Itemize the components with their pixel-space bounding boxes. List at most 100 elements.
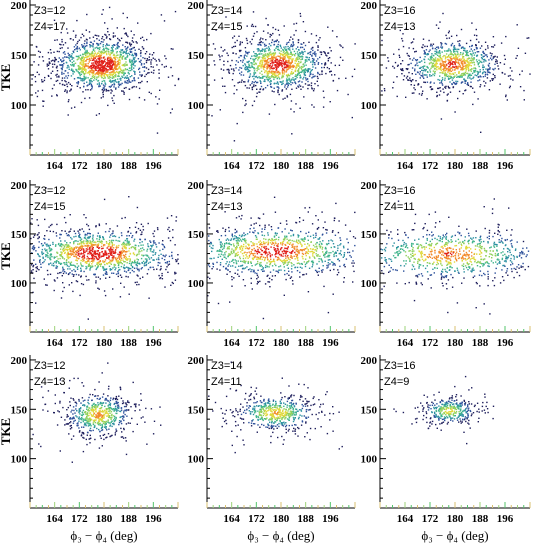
data-point: [78, 235, 80, 237]
data-point: [128, 293, 130, 295]
data-point: [435, 61, 437, 64]
data-point: [115, 260, 118, 262]
data-point: [315, 253, 317, 255]
data-point: [298, 68, 300, 70]
data-point: [282, 60, 284, 62]
data-point: [75, 34, 77, 36]
data-point: [276, 86, 278, 88]
data-point: [86, 42, 88, 45]
data-point: [76, 85, 79, 87]
data-point: [262, 67, 264, 69]
data-point: [61, 47, 63, 49]
data-point: [124, 76, 127, 78]
data-point: [239, 41, 242, 43]
data-point: [69, 249, 72, 252]
data-point: [101, 69, 103, 71]
data-point: [69, 60, 72, 62]
data-point: [278, 49, 280, 52]
data-point: [108, 258, 110, 260]
data-point: [447, 70, 449, 72]
data-point: [91, 72, 94, 74]
x-tick-label: 180: [96, 337, 113, 349]
data-point: [128, 88, 130, 90]
data-point: [144, 53, 147, 55]
data-point: [252, 25, 255, 28]
data-point: [298, 71, 300, 74]
data-point: [292, 41, 294, 43]
data-point: [41, 245, 44, 247]
data-point: [83, 260, 85, 262]
data-point: [63, 262, 65, 264]
data-point: [82, 65, 84, 67]
data-point: [424, 70, 427, 72]
data-point: [298, 84, 301, 86]
data-point: [139, 71, 141, 73]
data-point: [276, 81, 279, 83]
data-point: [116, 43, 118, 46]
data-point: [286, 78, 288, 80]
data-point: [98, 238, 101, 241]
data-point: [79, 54, 82, 56]
data-point: [235, 67, 237, 69]
data-point: [290, 100, 293, 102]
data-point: [91, 69, 93, 71]
data-point: [108, 230, 110, 233]
data-point: [136, 42, 138, 44]
data-point: [139, 52, 142, 55]
data-point: [71, 64, 73, 67]
data-point: [96, 246, 99, 248]
data-point: [489, 68, 491, 70]
data-point: [489, 52, 492, 54]
data-point: [442, 88, 444, 90]
data-point: [45, 187, 47, 189]
data-point: [90, 41, 93, 44]
data-point: [92, 248, 94, 250]
data-point: [108, 72, 111, 74]
data-point: [233, 85, 236, 87]
data-point: [97, 64, 100, 67]
data-point: [86, 255, 89, 258]
data-point: [88, 97, 91, 99]
data-point: [293, 50, 296, 53]
data-point: [262, 66, 264, 68]
data-point: [96, 71, 98, 74]
data-point: [132, 47, 134, 49]
data-point: [287, 64, 289, 66]
data-point: [80, 241, 82, 244]
data-point: [111, 239, 113, 242]
data-point: [283, 61, 286, 64]
data-point: [488, 71, 490, 73]
data-point: [472, 76, 475, 78]
data-point: [471, 72, 474, 75]
data-point: [425, 69, 427, 71]
data-point: [131, 269, 134, 272]
data-point: [137, 245, 140, 247]
data-point: [105, 45, 107, 47]
data-point: [111, 77, 114, 79]
data-point: [146, 81, 148, 83]
data-point: [311, 55, 313, 57]
data-point: [98, 82, 100, 84]
data-point: [89, 37, 91, 39]
data-point: [90, 57, 93, 59]
data-point: [72, 248, 75, 250]
data-point: [104, 250, 106, 252]
data-point: [137, 275, 139, 277]
data-point: [88, 248, 91, 250]
data-point: [242, 59, 244, 61]
data-point: [171, 108, 173, 110]
data-point: [92, 46, 94, 48]
data-point: [73, 241, 75, 243]
data-point: [454, 61, 456, 64]
data-point: [458, 48, 460, 51]
data-point: [492, 36, 495, 38]
data-point: [266, 84, 269, 87]
data-point: [422, 38, 425, 40]
data-point: [466, 61, 469, 63]
data-point: [435, 65, 437, 67]
data-point: [63, 216, 66, 219]
data-point: [114, 75, 116, 77]
data-point: [174, 273, 176, 275]
data-point: [127, 46, 129, 49]
data-point: [65, 75, 67, 77]
